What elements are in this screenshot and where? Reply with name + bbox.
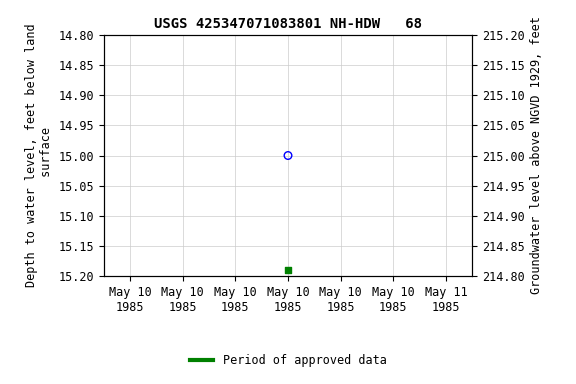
Y-axis label: Groundwater level above NGVD 1929, feet: Groundwater level above NGVD 1929, feet xyxy=(530,17,543,295)
Point xyxy=(283,267,293,273)
Y-axis label: Depth to water level, feet below land
 surface: Depth to water level, feet below land su… xyxy=(25,24,53,287)
Title: USGS 425347071083801 NH-HDW   68: USGS 425347071083801 NH-HDW 68 xyxy=(154,17,422,31)
Point xyxy=(283,152,293,159)
Legend: Period of approved data: Period of approved data xyxy=(185,350,391,372)
